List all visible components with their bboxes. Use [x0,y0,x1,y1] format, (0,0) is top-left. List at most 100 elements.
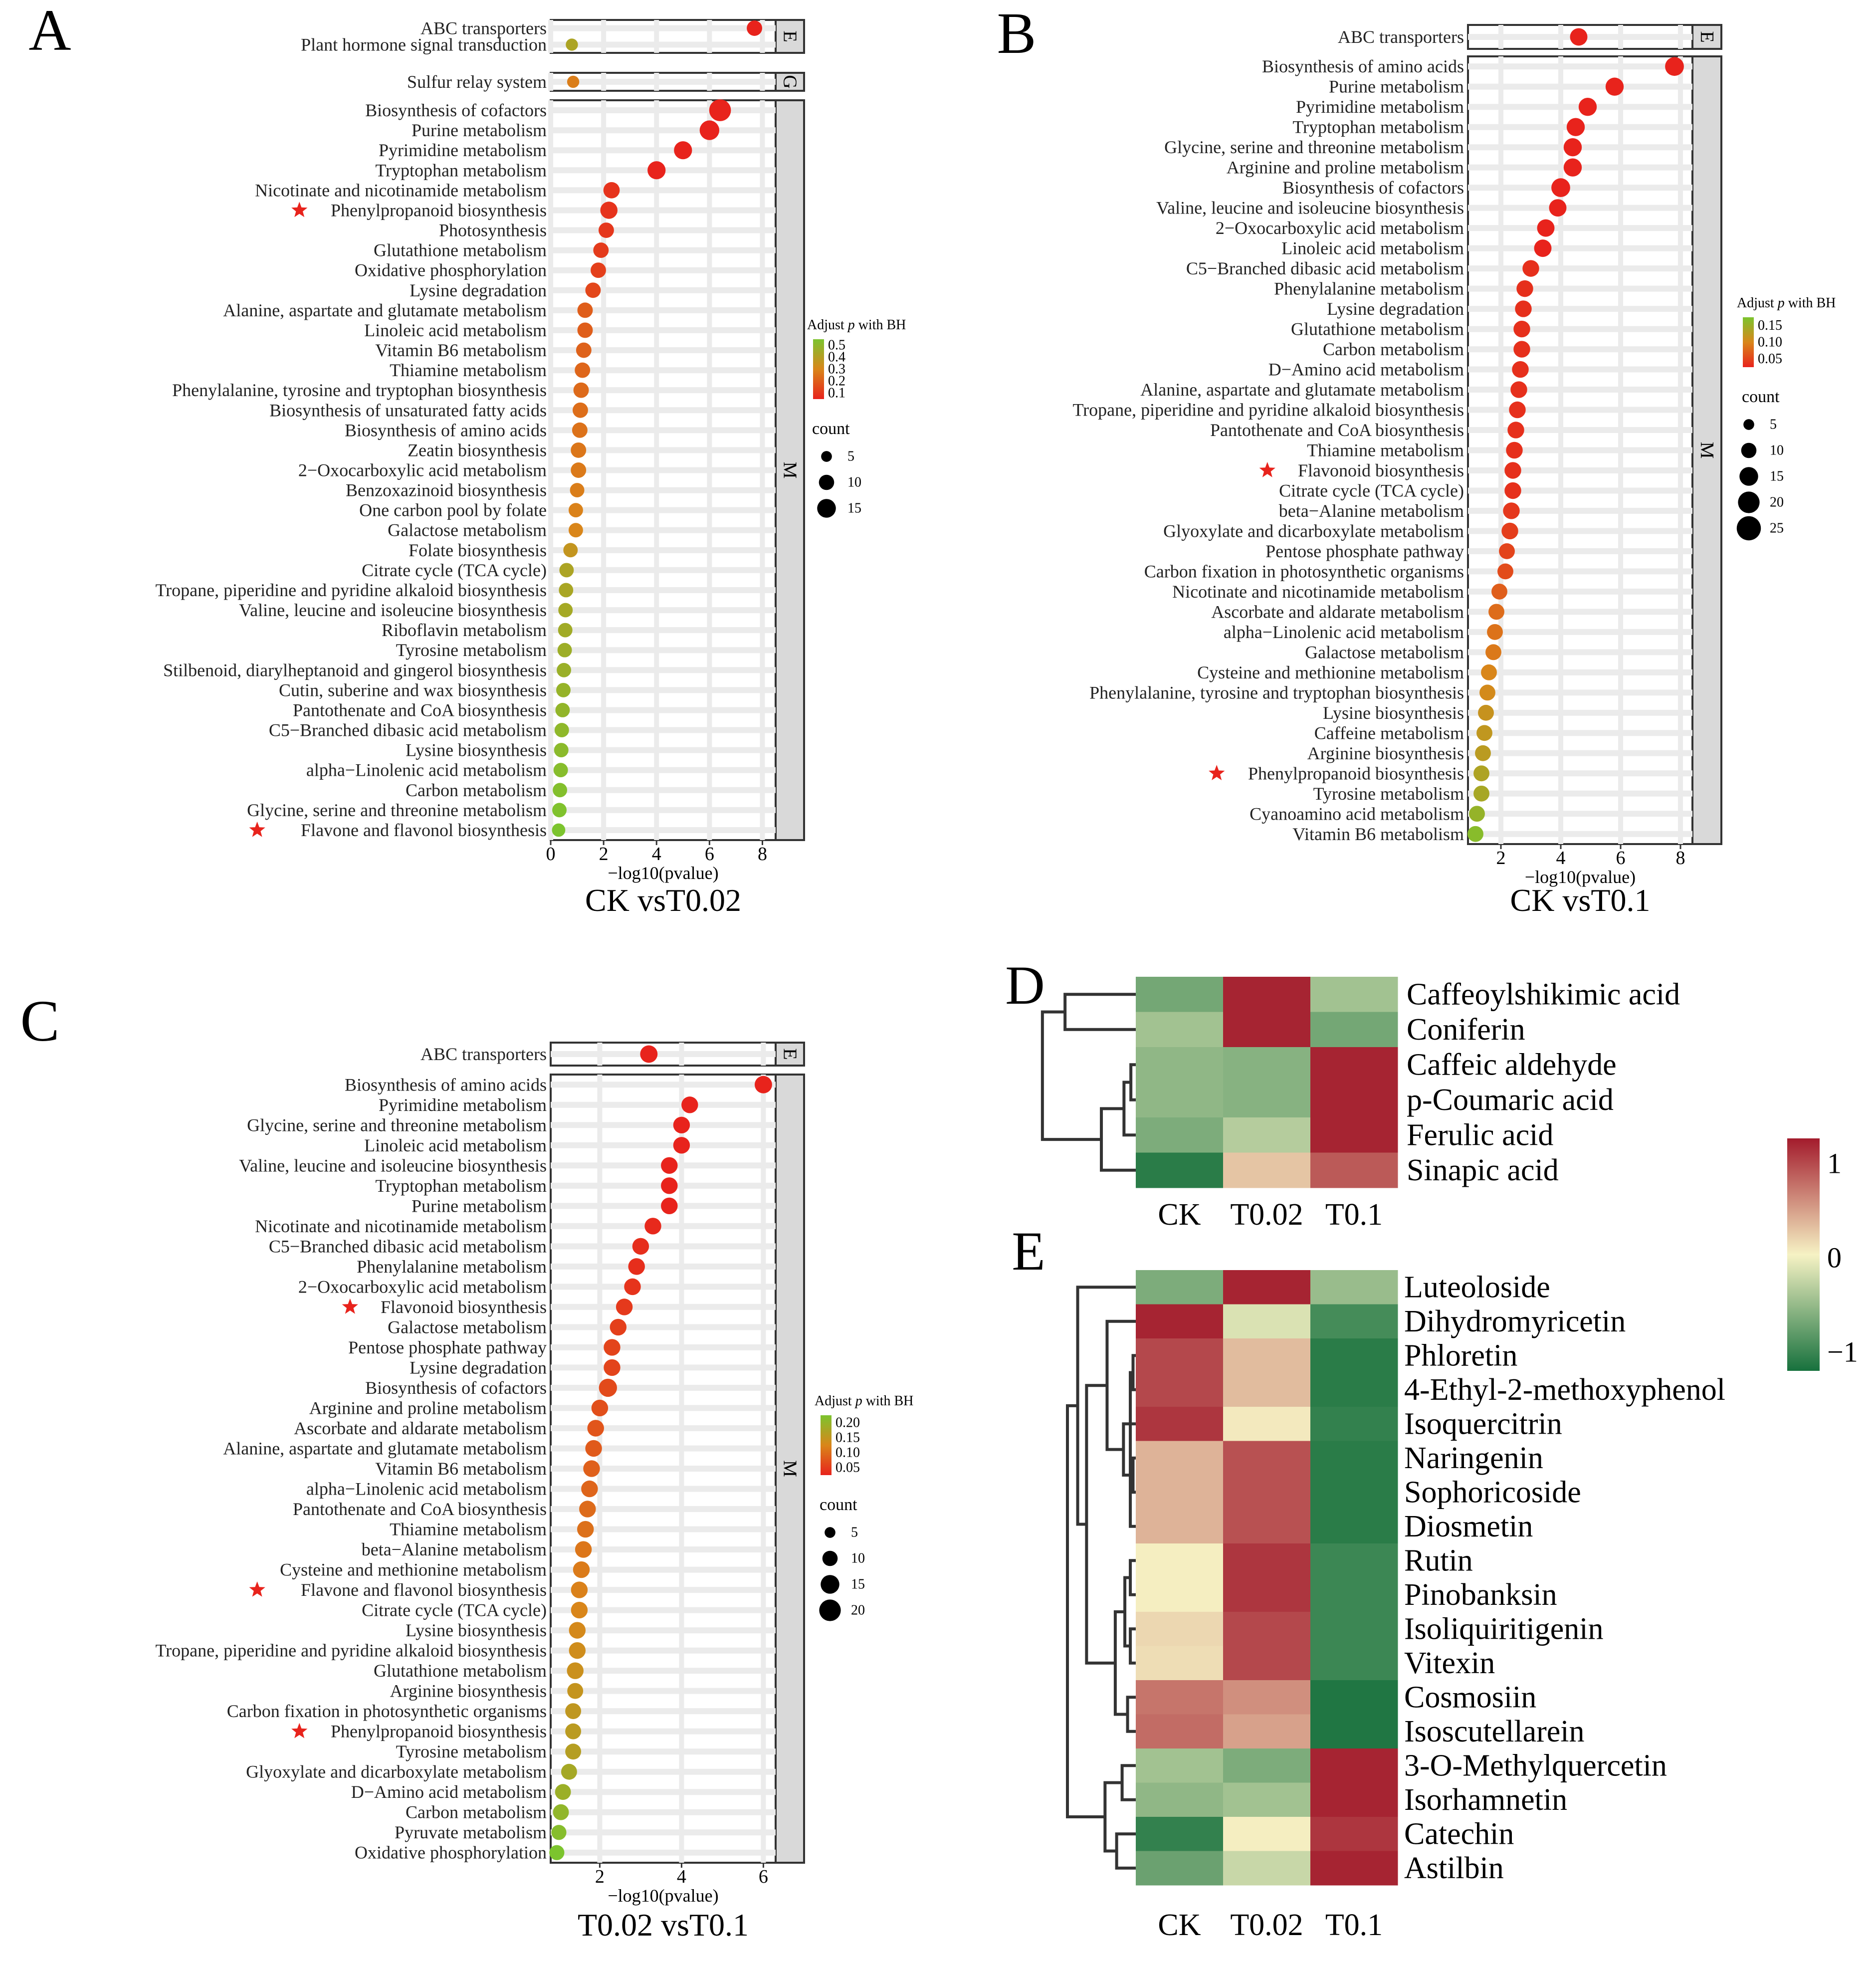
pathway-label: Tryptophan metabolism [1292,117,1464,137]
legend-title-italic: p [854,1393,862,1409]
enrichment-dot [673,1137,690,1154]
chart-title: CK vsT0.1 [1510,882,1651,918]
enrichment-dot [1534,239,1552,257]
pathway-label: Pantothenate and CoA biosynthesis [1210,420,1464,440]
heatmap-cell [1136,1304,1224,1339]
enrichment-dot [1491,583,1507,600]
panel-b: E ABC transporters M Biosynthesis of amino … [997,0,1836,918]
pathway-label: C5−Branched dibasic acid metabolism [269,720,547,740]
pathway-label: Arginine and proline metabolism [1227,158,1464,178]
enrichment-dot [1485,644,1501,660]
dendrogram-branch [1041,1010,1102,1141]
heatmap-cell [1136,1082,1224,1118]
heatmap-cell [1223,1817,1311,1851]
pathway-label: alpha−Linolenic acid metabolism [1224,622,1464,642]
pathway-label: Linoleic acid metabolism [1281,238,1464,258]
color-tick-label: 0.15 [1758,318,1782,333]
enrichment-dot [561,1763,577,1780]
heatmap-row-label: 4-Ethyl-2-methoxyphenol [1404,1373,1725,1407]
dendrogram-branch [1129,1559,1136,1596]
dendrogram-branch [1129,1371,1136,1528]
legend-title-part: Adjust [1737,295,1778,311]
size-legend-dot [821,1575,839,1594]
enrichment-dot [1570,28,1588,46]
dendrogram-branch [1120,1764,1136,1801]
pathway-label: Phenylalanine metabolism [357,1257,547,1277]
size-legend-dot [819,474,834,490]
enrichment-dot [624,1278,641,1296]
pathway-label: Lysine degradation [1327,299,1464,319]
pathway-label: D−Amino acid metabolism [1268,360,1464,380]
enrichment-dot [1479,684,1495,701]
enrichment-dot [577,302,593,318]
pathway-label: Glyoxylate and dicarboxylate metabolism [1163,521,1464,541]
dendrogram-branch [1129,1627,1136,1665]
pathway-label: Carbon metabolism [1323,339,1464,359]
pathway-label: Glyoxylate and dicarboxylate metabolism [246,1762,547,1782]
heatmap-row-label: Catechin [1404,1817,1514,1851]
heatmap-row-label: Isorhamnetin [1404,1783,1567,1817]
enrichment-dot [1515,300,1532,317]
enrichment-dot [552,803,567,818]
x-tick-label: 2 [595,1866,605,1887]
enrichment-dot [1522,260,1539,277]
heatmap-cell [1310,1047,1398,1083]
enrichment-dot [566,38,578,51]
pathway-label: Arginine and proline metabolism [309,1398,547,1418]
enrichment-dot [571,442,587,458]
dendrogram-branch [1085,1384,1115,1665]
enrichment-dot [1566,118,1585,136]
facet-strip [775,19,805,54]
heatmap-cell [1223,1082,1311,1118]
facet-strip [775,99,805,841]
enrichment-dot [644,1218,661,1235]
dendrogram-branch [1129,1063,1136,1101]
enrichment-dot [577,1521,594,1538]
heatmap-row-label: Isoquercitrin [1404,1407,1562,1441]
pathway-label: Purine metabolism [412,1196,547,1216]
pathway-label: Tryptophan metabolism [375,160,547,180]
x-tick-label: 4 [677,1866,686,1887]
pathway-label: Thiamine metabolism [390,1520,547,1539]
pathway-label: Biosynthesis of amino acids [345,420,547,440]
x-tick-label: 6 [705,844,714,865]
size-legend-dot [817,499,836,518]
enrichment-dot [585,282,601,298]
enrichment-dot [563,543,578,558]
enrichment-dot [1605,77,1624,96]
chart-title: CK vsT0.02 [585,882,741,918]
heatmap-cell [1223,977,1311,1012]
enrichment-dot [616,1299,633,1315]
heatmap-cell [1136,1047,1224,1083]
heatmap-cell [1310,1152,1398,1188]
facet-strip-label: M [780,462,801,479]
star-icon [1209,765,1225,780]
pathway-label: Cysteine and methionine metabolism [280,1560,547,1580]
heatmap-cell [1310,1577,1398,1612]
pathway-label: Vitamin B6 metabolism [375,1459,547,1479]
enrichment-dot [661,1177,678,1194]
color-tick-label: 0.20 [835,1415,860,1431]
enrichment-dot [600,202,618,219]
heatmap-cell [1310,1509,1398,1544]
size-legend-label: 10 [1770,443,1784,458]
enrichment-dot [1507,422,1524,438]
enrichment-dot [583,1460,600,1477]
size-legend-label: 15 [851,1577,865,1592]
legend-size-title: count [1742,388,1780,406]
heatmap-cell [1310,1372,1398,1407]
size-legend-label: 10 [847,475,861,490]
pathway-label: Glutathione metabolism [1291,319,1464,339]
pathway-label: Valine, leucine and isoleucine biosynthe… [239,600,547,620]
pathway-label: Arginine biosynthesis [390,1681,547,1701]
heatmap-cell [1223,1475,1311,1510]
enrichment-dot [571,1601,588,1619]
heatmap-cell [1223,1748,1311,1783]
pathway-label: Pyrimidine metabolism [379,1095,547,1115]
heatmap-cell [1136,1372,1224,1407]
color-tick-label: 0.05 [835,1460,860,1476]
enrichment-dot [661,1157,678,1174]
pathway-label: Flavonoid biosynthesis [381,1297,547,1317]
